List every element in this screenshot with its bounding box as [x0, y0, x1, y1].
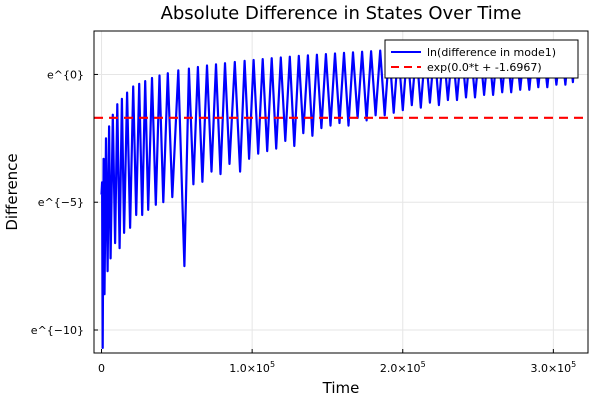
tick-layer: 0 1.0×105 2.0×105 3.0×105 e^{0} e^{−5} e^{−10}	[31, 68, 576, 375]
legend: ln(difference in mode1) exp(0.0*t + -1.6…	[384, 39, 579, 79]
plot-frame	[93, 30, 589, 354]
x-axis-label: Time	[322, 379, 360, 397]
x-tick-label: 1.0×105	[229, 360, 275, 375]
legend-box	[384, 39, 579, 79]
x-tick-label: 3.0×105	[530, 360, 576, 375]
x-tick-label: 2.0×105	[380, 360, 426, 375]
y-axis-label: Difference	[3, 153, 21, 230]
y-tick-label: e^{−10}	[31, 324, 84, 337]
legend-label-ln-difference: ln(difference in mode1)	[427, 46, 556, 59]
chart-title: Absolute Difference in States Over Time	[161, 3, 522, 24]
y-tick-label: e^{0}	[47, 68, 84, 81]
y-tick-label: e^{−5}	[38, 196, 84, 209]
legend-label-exp-fit: exp(0.0*t + -1.6967)	[427, 61, 542, 74]
x-tick-label: 0	[98, 362, 105, 375]
